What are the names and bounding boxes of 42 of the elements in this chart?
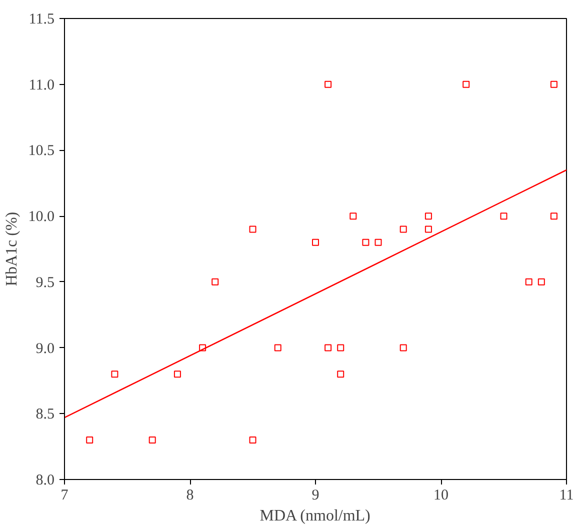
point	[462, 80, 470, 88]
point	[424, 212, 432, 220]
y-tick-label: 11.5	[28, 12, 55, 28]
point	[550, 212, 558, 220]
point	[86, 436, 94, 444]
y-tick-label: 8.5	[36, 406, 54, 423]
x-tick-label: 11	[559, 488, 574, 504]
point	[500, 212, 508, 220]
point	[249, 226, 256, 233]
point	[199, 344, 206, 352]
y-tick-label: 10.5	[28, 143, 54, 160]
point	[312, 238, 319, 246]
point	[212, 278, 219, 286]
point	[424, 226, 432, 233]
x-axis-title: MDA (nmol/mL)	[260, 508, 370, 524]
point	[525, 278, 532, 286]
point	[337, 344, 344, 352]
x-tick-label: 8	[186, 488, 194, 504]
y-tick-label: 9.5	[36, 274, 54, 291]
y-tick-label: 9.0	[36, 340, 54, 357]
x-tick-label: 9	[312, 488, 320, 504]
x-tick-label: 10	[434, 488, 448, 504]
point	[362, 238, 370, 246]
point	[111, 370, 118, 378]
point	[249, 436, 256, 444]
point	[374, 238, 382, 246]
x-tick-label: 7	[60, 488, 69, 504]
point	[148, 436, 156, 444]
point	[538, 278, 545, 286]
point	[350, 212, 357, 220]
y-tick-label: 8.0	[36, 472, 54, 488]
point	[550, 80, 558, 88]
point	[400, 226, 407, 233]
y-axis-title: HbA1c (%)	[3, 212, 20, 286]
point	[324, 344, 332, 352]
point	[324, 80, 332, 88]
point	[174, 370, 181, 378]
y-tick-label: 10.0	[28, 209, 54, 226]
point	[400, 344, 407, 352]
y-tick-label: 11.0	[28, 77, 55, 94]
point	[274, 344, 282, 352]
point	[337, 370, 344, 378]
